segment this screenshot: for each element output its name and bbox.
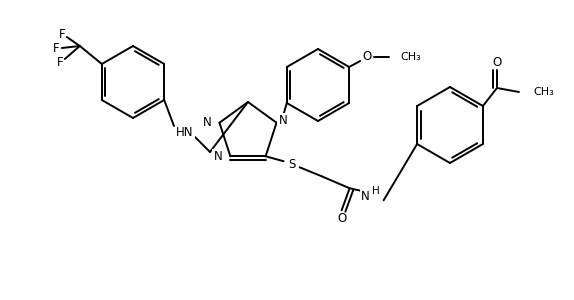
Text: N: N: [203, 116, 211, 129]
Text: F: F: [59, 28, 65, 40]
Text: F: F: [56, 56, 63, 68]
Text: O: O: [492, 56, 502, 68]
Text: N: N: [278, 114, 287, 127]
Text: CH₃: CH₃: [400, 52, 421, 62]
Text: N: N: [361, 190, 370, 203]
Text: S: S: [288, 158, 295, 171]
Text: O: O: [337, 212, 346, 225]
Text: H: H: [372, 186, 379, 196]
Text: O: O: [363, 50, 372, 64]
Text: F: F: [52, 41, 59, 55]
Text: N: N: [214, 150, 222, 163]
Text: HN: HN: [176, 125, 193, 139]
Text: CH₃: CH₃: [533, 87, 554, 97]
